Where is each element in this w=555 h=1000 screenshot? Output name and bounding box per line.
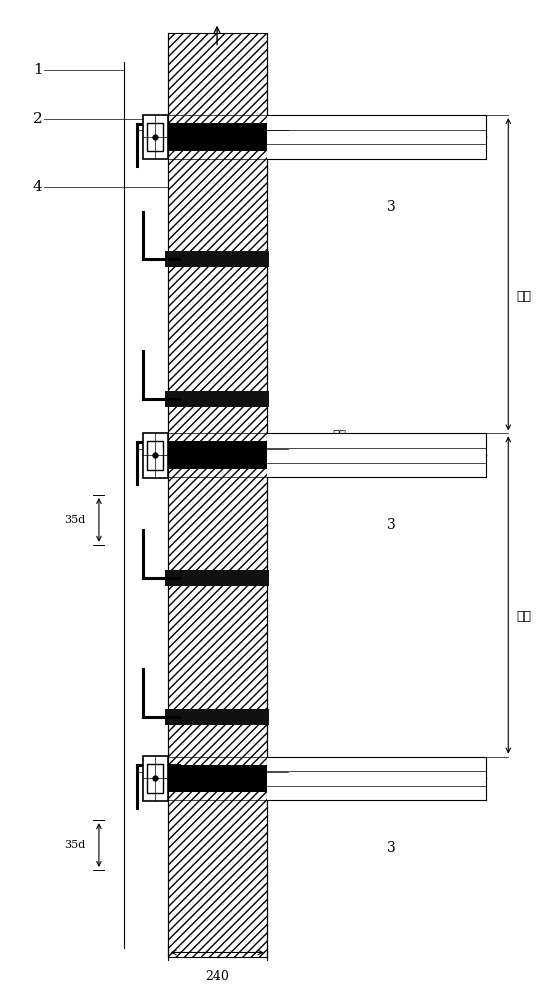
Bar: [266, 115, 486, 159]
Text: 3: 3: [387, 200, 396, 214]
Bar: [143, 115, 168, 159]
Bar: [165, 709, 269, 725]
Bar: [168, 33, 266, 957]
Bar: [165, 570, 269, 586]
Text: 3: 3: [387, 518, 396, 532]
Text: 35d: 35d: [64, 840, 85, 850]
Bar: [266, 757, 486, 800]
Text: 2: 2: [33, 112, 43, 126]
Bar: [266, 433, 486, 477]
Bar: [143, 433, 168, 478]
Bar: [165, 391, 269, 407]
Text: 3: 3: [387, 841, 396, 855]
Text: 35d: 35d: [64, 515, 85, 525]
Bar: [147, 123, 163, 151]
Bar: [168, 441, 266, 469]
Text: 模板: 模板: [332, 429, 346, 442]
Text: 1: 1: [33, 63, 43, 77]
Text: 240: 240: [205, 970, 229, 983]
Text: 4: 4: [33, 180, 43, 194]
Bar: [143, 756, 168, 801]
Bar: [147, 441, 163, 470]
Text: 层高: 层高: [517, 290, 532, 303]
Bar: [147, 764, 163, 793]
Text: 层高: 层高: [517, 610, 532, 623]
Bar: [168, 123, 266, 151]
Bar: [168, 765, 266, 792]
Bar: [165, 251, 269, 267]
